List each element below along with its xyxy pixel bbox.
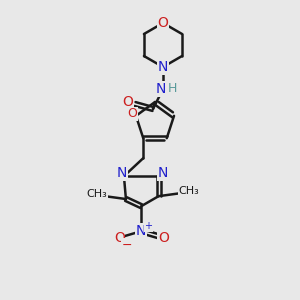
Text: O: O	[158, 16, 168, 30]
Text: O: O	[127, 107, 137, 120]
Text: N: N	[158, 60, 168, 74]
Text: −: −	[122, 239, 133, 252]
Text: CH₃: CH₃	[178, 186, 199, 196]
Text: +: +	[144, 221, 152, 231]
Text: O: O	[158, 231, 169, 245]
Text: O: O	[123, 95, 134, 109]
Text: N: N	[117, 166, 127, 180]
Text: N: N	[156, 82, 166, 96]
Text: O: O	[114, 231, 125, 245]
Text: H: H	[167, 82, 177, 95]
Text: N: N	[158, 166, 168, 180]
Text: CH₃: CH₃	[86, 189, 107, 199]
Text: N: N	[136, 224, 146, 238]
